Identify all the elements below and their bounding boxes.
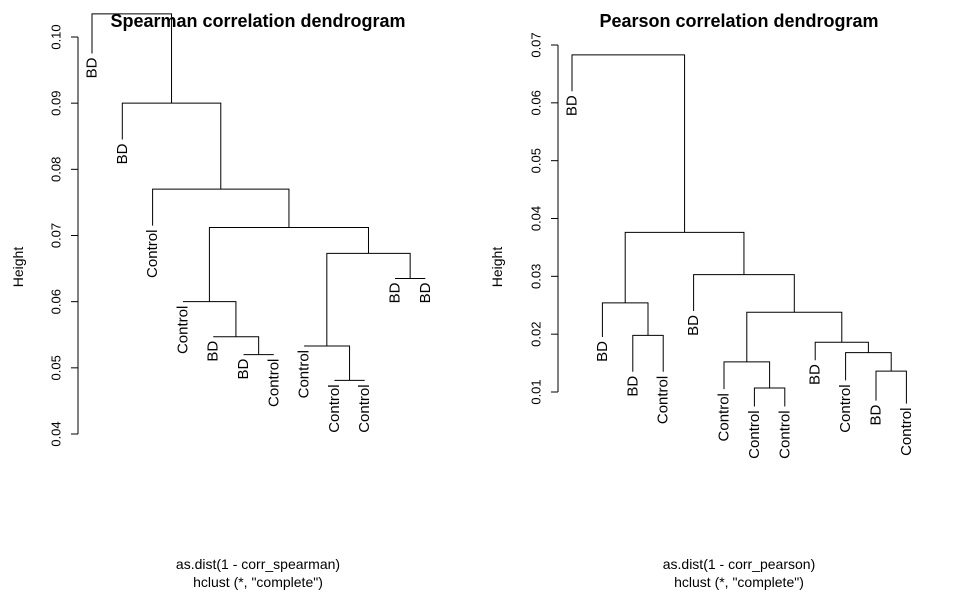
leaf-label: BD: [868, 405, 885, 426]
y-tick-label: 0.02: [529, 322, 544, 347]
dendrogram-link: [845, 352, 892, 381]
y-axis-label: Height: [489, 247, 505, 288]
leaf-label: Control: [174, 306, 191, 354]
dendrogram-link: [91, 13, 173, 104]
leaf-label: Control: [265, 359, 282, 407]
y-tick-label: 0.06: [529, 90, 544, 115]
leaf-label: Control: [296, 350, 313, 398]
leaf-label: BD: [387, 282, 404, 303]
y-tick-label: 0.07: [529, 32, 544, 57]
dendrogram-link: [723, 361, 771, 390]
y-tick-label: 0.07: [49, 223, 64, 248]
dendrogram-link: [875, 370, 907, 404]
dendrogram-link: [571, 54, 686, 233]
y-tick-label: 0.08: [49, 157, 64, 182]
leaf-label: Control: [898, 408, 915, 456]
dendrogram-link: [182, 301, 237, 337]
leaf-label: Control: [356, 384, 373, 432]
dendrogram-link: [601, 302, 649, 338]
dendrogram-link: [213, 336, 260, 355]
y-tick-label: 0.06: [49, 289, 64, 314]
leaf-label: BD: [594, 341, 611, 362]
y-tick-label: 0.09: [49, 91, 64, 116]
leaf-label: BD: [807, 364, 824, 385]
leaf-label: BD: [685, 315, 702, 336]
chart-title: Spearman correlation dendrogram: [110, 11, 405, 31]
leaf-label: BD: [417, 282, 434, 303]
leaf-label: Control: [716, 393, 733, 441]
y-axis-label: Height: [10, 247, 26, 288]
dendrogram-link: [753, 387, 786, 407]
dendrogram-link: [693, 274, 795, 313]
leaf-label: Control: [746, 410, 763, 458]
y-tick-label: 0.05: [49, 355, 64, 380]
dendrogram-link: [624, 231, 745, 303]
y-tick-label: 0.01: [529, 379, 544, 404]
x-axis-label: as.dist(1 - corr_pearson): [663, 556, 816, 572]
y-tick-label: 0.05: [529, 148, 544, 173]
chart-title: Pearson correlation dendrogram: [599, 11, 878, 31]
dendrogram-link: [304, 345, 351, 381]
dendrogram-panel-2: Pearson correlation dendrogram 0.01 0.02 0.…: [489, 11, 915, 590]
dendrogram-link: [746, 311, 843, 362]
y-tick-label: 0.03: [529, 264, 544, 289]
leaf-label: BD: [114, 143, 131, 164]
leaf-label: Control: [326, 384, 343, 432]
leaf-label: Control: [837, 384, 854, 432]
dendrogram-link: [208, 227, 369, 302]
leaf-label: Control: [655, 376, 672, 424]
y-tick-label: 0.10: [49, 24, 64, 49]
method-caption: hclust (*, "complete"): [674, 574, 804, 590]
dendrogram-link: [121, 102, 222, 190]
dendrogram-link: [632, 334, 664, 372]
leaf-label: BD: [624, 376, 641, 397]
leaf-label: Control: [144, 230, 161, 278]
leaf-label: BD: [84, 57, 101, 78]
dendrogram-link: [814, 341, 869, 361]
leaf-label: BD: [205, 341, 222, 362]
dendrogram-link: [152, 188, 290, 228]
y-tick-label: 0.04: [49, 421, 64, 446]
leaf-label: BD: [564, 95, 581, 116]
dendrogram-panel-1: Spearman correlation dendrogram 0.04 0.05 0…: [10, 11, 434, 590]
x-axis-label: as.dist(1 - corr_spearman): [176, 556, 340, 572]
leaf-label: Control: [776, 410, 793, 458]
y-tick-label: 0.04: [529, 206, 544, 231]
leaf-label: BD: [235, 358, 252, 379]
method-caption: hclust (*, "complete"): [193, 574, 323, 590]
